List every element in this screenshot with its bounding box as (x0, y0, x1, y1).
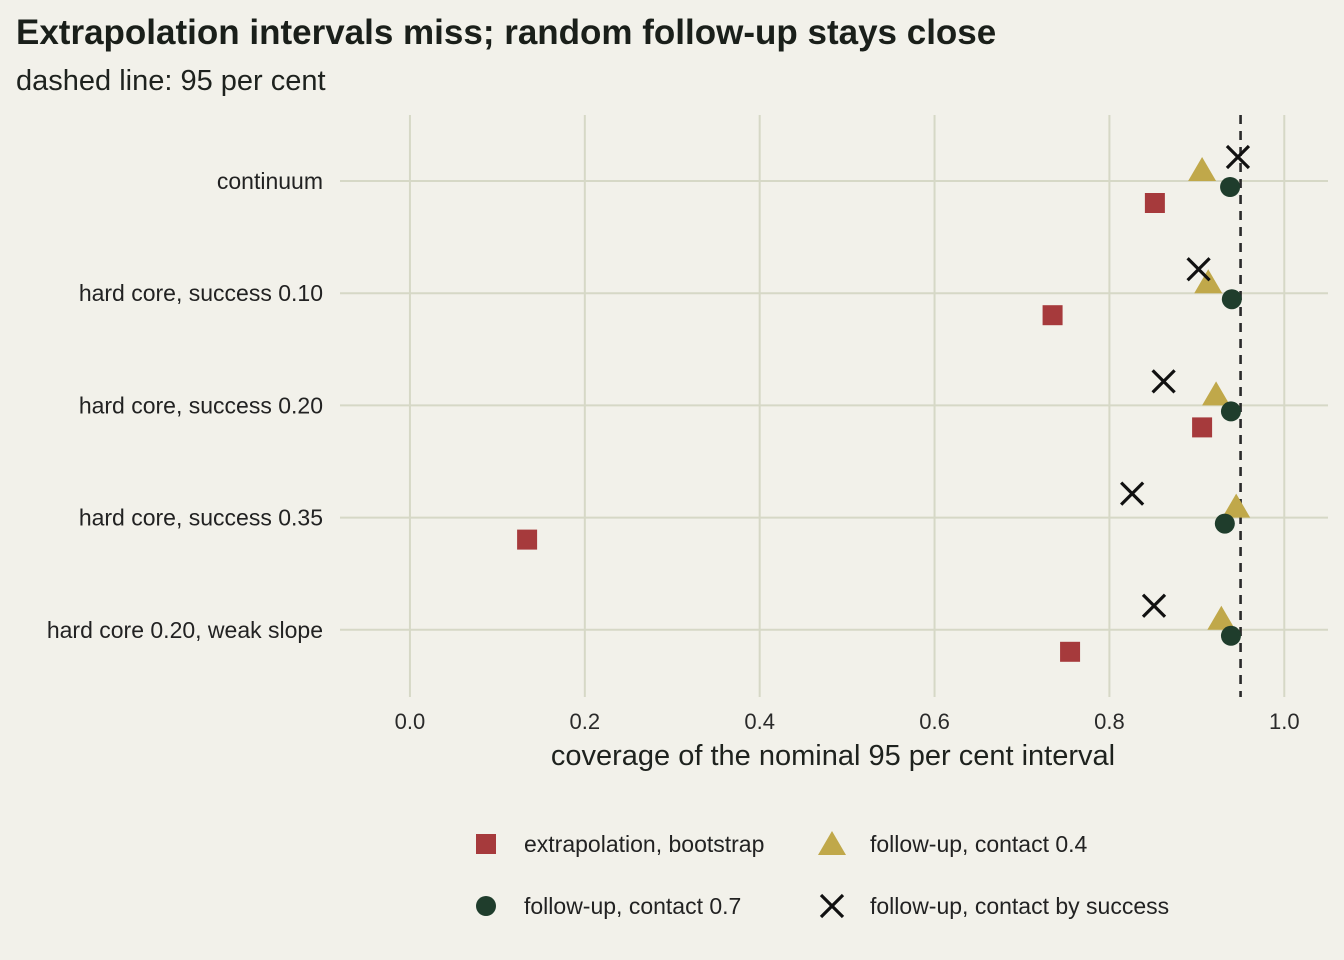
data-point-cross (1186, 257, 1211, 282)
data-point-triangle (1188, 157, 1217, 181)
data-point-square (517, 529, 538, 550)
category-label: hard core 0.20, weak slope (47, 617, 323, 643)
data-point-cross (1151, 369, 1176, 394)
legend-key-circle (476, 896, 496, 916)
data-point-square (1042, 305, 1063, 326)
data-point-circle (1221, 289, 1242, 310)
data-point-square (1060, 641, 1081, 662)
chart-title: Extrapolation intervals miss; random fol… (16, 13, 996, 52)
legend-label: extrapolation, bootstrap (524, 831, 764, 857)
data-point-triangle (1202, 381, 1231, 406)
data-point-cross (1225, 144, 1251, 170)
category-label: hard core, success 0.35 (79, 505, 323, 531)
data-point-circle (1220, 401, 1241, 422)
legend-key-square (476, 834, 496, 854)
x-tick-label: 0.8 (1094, 709, 1125, 734)
x-tick-label: 0.6 (919, 709, 950, 734)
category-label: hard core, success 0.20 (79, 392, 323, 418)
data-point-circle (1220, 177, 1241, 197)
legend-label: follow-up, contact by success (870, 893, 1169, 919)
grid (340, 115, 1328, 697)
x-tick-label: 0.2 (570, 709, 601, 734)
legend-label: follow-up, contact 0.7 (524, 893, 741, 919)
data-point-square (1144, 193, 1165, 213)
x-tick-labels: 0.0 0.2 0.4 0.6 0.8 1.0 (395, 709, 1300, 734)
category-labels: continuum hard core, success 0.10 hard cor… (47, 168, 323, 643)
category-label: hard core, success 0.10 (79, 280, 323, 306)
data-point-triangle (1194, 269, 1223, 294)
data-point-triangle (1222, 493, 1251, 518)
data-point-triangle (1207, 605, 1236, 630)
data-point-circle (1214, 513, 1235, 534)
x-tick-label: 0.0 (395, 709, 426, 734)
legend-key-triangle (818, 831, 846, 855)
category-label: continuum (217, 168, 323, 194)
data-points (517, 144, 1251, 662)
legend: extrapolation, bootstrap follow-up, conta… (476, 831, 1169, 919)
legend-label: follow-up, contact 0.4 (870, 831, 1088, 857)
data-point-circle (1220, 625, 1241, 646)
x-tick-label: 0.4 (744, 709, 775, 734)
x-axis-title: coverage of the nominal 95 per cent inte… (551, 740, 1115, 772)
x-tick-label: 1.0 (1269, 709, 1300, 734)
data-point-square (1192, 417, 1213, 438)
data-point-cross (1120, 481, 1145, 506)
data-point-cross (1141, 593, 1167, 618)
chart-subtitle: dashed line: 95 per cent (16, 65, 326, 97)
legend-key-cross (819, 893, 845, 919)
